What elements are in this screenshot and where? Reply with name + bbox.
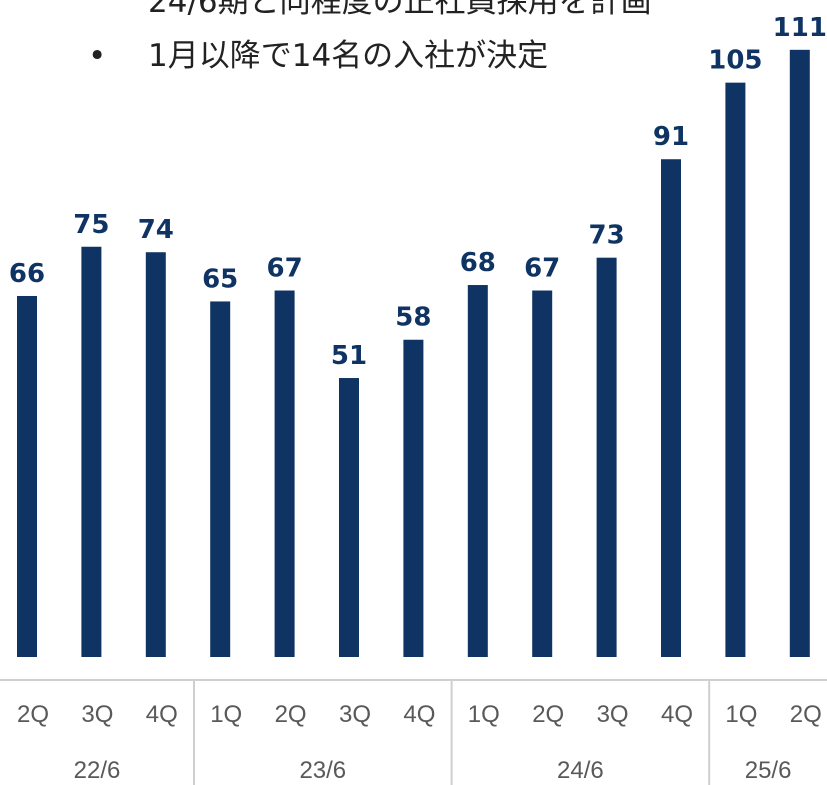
bar [210,301,231,657]
bullet-dot: • [88,38,106,74]
x-tick-label: 2Q [532,701,564,728]
value-label: 58 [395,303,431,333]
value-label: 91 [653,122,689,152]
x-tick-label: 4Q [403,701,435,728]
bullet-text: 24/6期と同程度の正社員採用を計画 [148,0,652,20]
x-tick-label: 1Q [468,701,500,728]
value-label: 66 [9,259,45,289]
group-label: 25/6 [745,757,792,784]
bar [789,49,810,657]
x-tick-label: 1Q [210,701,242,728]
bar [467,285,488,657]
value-label: 74 [138,215,174,245]
value-label: 111 [773,13,827,43]
bar [145,252,166,657]
value-label: 65 [202,264,238,294]
bar [403,339,424,657]
x-tick-label: 3Q [597,701,629,728]
x-tick-label: 3Q [81,701,113,728]
x-tick-label: 2Q [275,701,307,728]
group-label: 22/6 [74,757,121,784]
bar [532,290,553,657]
x-tick-label: 2Q [790,701,822,728]
value-label: 67 [267,254,303,284]
bar [274,290,295,657]
bullet-text: 1月以降で14名の入社が決定 [148,38,548,74]
x-tick-label: 1Q [725,701,757,728]
bar [339,378,359,657]
bar [661,159,681,658]
value-label: 105 [708,46,762,76]
bar [17,295,37,657]
bar [725,82,746,657]
x-tick-label: 4Q [146,701,178,728]
value-label: 51 [331,341,367,371]
value-label: 75 [73,210,109,240]
bar [596,257,617,657]
x-tick-label: 2Q [17,701,49,728]
bar [81,246,102,657]
x-tick-label: 3Q [339,701,371,728]
value-label: 73 [589,221,625,251]
value-label: 67 [524,254,560,284]
group-label: 24/6 [557,757,604,784]
group-label: 23/6 [299,757,346,784]
x-tick-label: 4Q [661,701,693,728]
value-label: 68 [460,248,496,278]
